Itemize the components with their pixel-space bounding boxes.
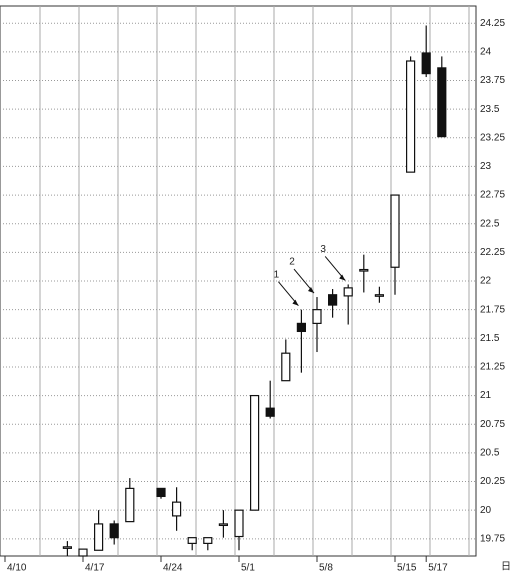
y-tick-label: 24.25 bbox=[480, 18, 505, 29]
y-tick-label: 20.75 bbox=[480, 419, 505, 430]
y-tick-label: 22 bbox=[480, 276, 492, 287]
y-tick-label: 20.5 bbox=[480, 448, 500, 459]
x-unit: 日 bbox=[501, 562, 511, 573]
candle-body bbox=[265, 407, 275, 417]
x-tick-label: 4/10 bbox=[7, 563, 27, 574]
candle-body bbox=[390, 194, 400, 268]
arrow-head bbox=[292, 299, 299, 306]
y-tick-label: 23.5 bbox=[480, 104, 500, 115]
candle-body bbox=[187, 537, 197, 544]
plot-frame bbox=[0, 5, 477, 557]
candle-body bbox=[62, 546, 73, 549]
candle-body bbox=[250, 394, 260, 511]
y-tick-label: 21.75 bbox=[480, 304, 505, 315]
candle-body bbox=[359, 268, 369, 272]
candle-body bbox=[328, 294, 338, 306]
candle-body bbox=[109, 523, 119, 539]
candle-body bbox=[343, 287, 353, 297]
x-tick-label: 5/15 bbox=[397, 563, 417, 574]
candle-body bbox=[312, 309, 322, 324]
candle-body bbox=[78, 548, 88, 557]
y-tick-label: 24 bbox=[480, 46, 492, 57]
annotation-label: 1 bbox=[274, 269, 280, 280]
y-tick-label: 22.5 bbox=[480, 218, 500, 229]
candle-body bbox=[203, 537, 213, 544]
candle-body bbox=[421, 52, 431, 75]
y-tick-label: 20.25 bbox=[480, 476, 505, 487]
candle-body bbox=[296, 322, 306, 333]
y-tick-label: 23 bbox=[480, 161, 492, 172]
arrow-head bbox=[339, 274, 346, 281]
arrow-head bbox=[308, 287, 314, 294]
annotation-label: 2 bbox=[289, 257, 295, 268]
y-tick-label: 21.5 bbox=[480, 333, 500, 344]
candle-body bbox=[156, 487, 166, 498]
x-tick-label: 5/1 bbox=[241, 563, 255, 574]
y-tick-label: 23.25 bbox=[480, 132, 505, 143]
y-tick-label: 22.75 bbox=[480, 190, 505, 201]
annotation-label: 3 bbox=[320, 244, 326, 255]
candle-body bbox=[172, 501, 182, 517]
candle-body bbox=[437, 67, 447, 138]
y-tick-label: 21.25 bbox=[480, 362, 505, 373]
y-tick-label: 20 bbox=[480, 505, 492, 516]
y-tick-label: 23.75 bbox=[480, 75, 505, 86]
x-tick-label: 5/8 bbox=[319, 563, 333, 574]
x-tick-label: 4/17 bbox=[85, 563, 105, 574]
x-tick-label: 5/17 bbox=[428, 563, 448, 574]
candle-body bbox=[218, 523, 228, 527]
x-tick-label: 4/24 bbox=[163, 563, 183, 574]
candle-body bbox=[281, 352, 291, 382]
candle-body bbox=[234, 509, 244, 538]
y-tick-label: 22.25 bbox=[480, 247, 505, 258]
y-tick-label: 19.75 bbox=[480, 533, 505, 544]
candle-body bbox=[406, 60, 416, 173]
y-tick-label: 21 bbox=[480, 390, 492, 401]
candle-body bbox=[125, 487, 135, 523]
candle-body bbox=[374, 294, 384, 297]
candle-body bbox=[93, 523, 104, 551]
